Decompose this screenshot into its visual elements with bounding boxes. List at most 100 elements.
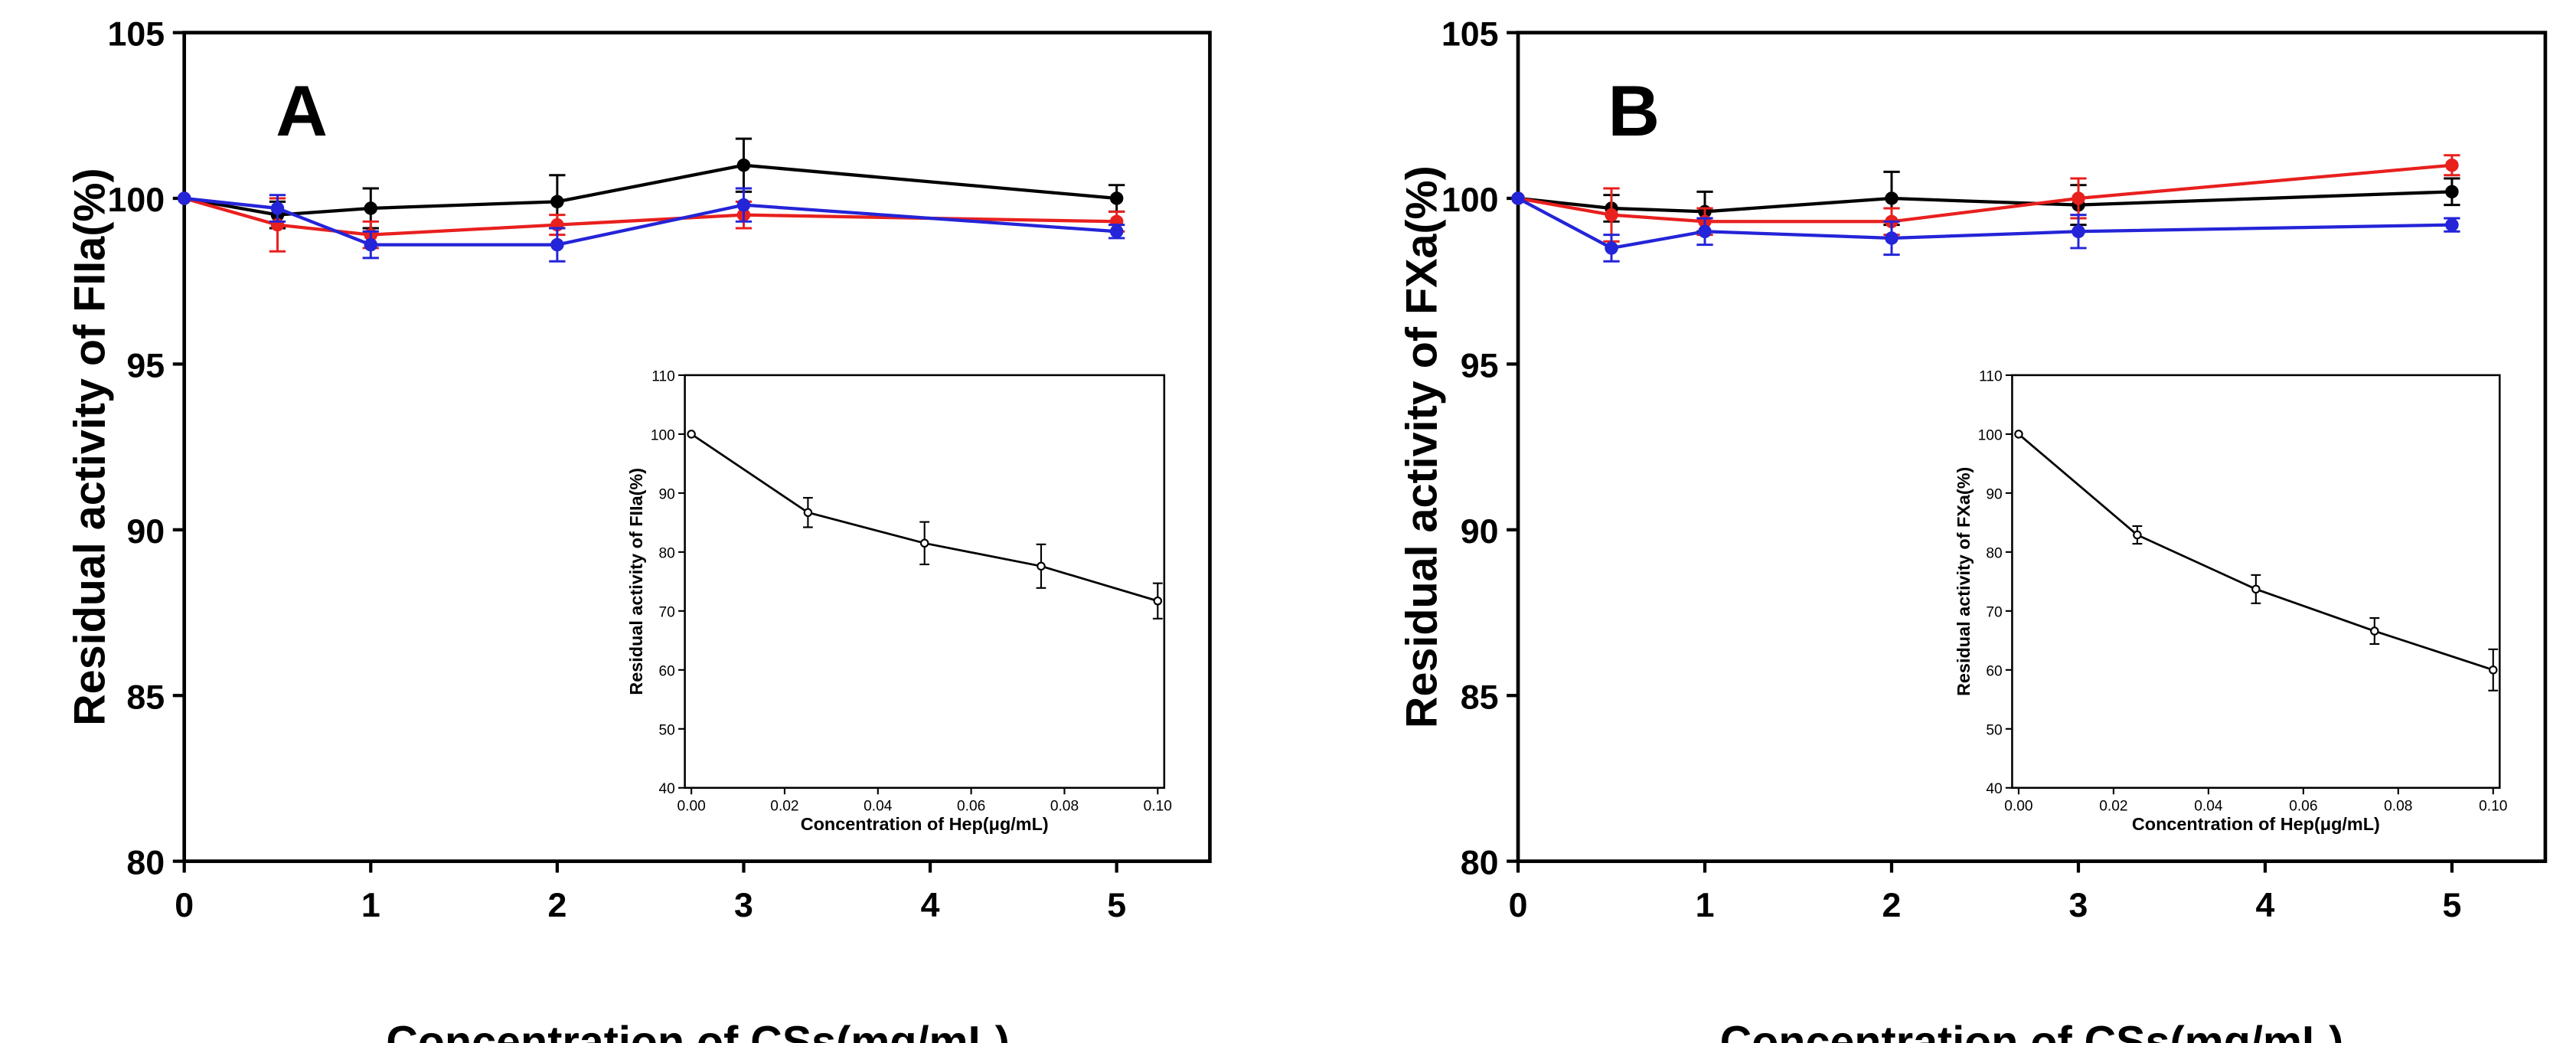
inset-chart: 40 50 60 70 80 90 100 110 0.00 0.02 0.04 0.06 0.08 0.… [1954,368,2507,834]
x-tick-label: 1 [361,887,380,924]
inset-data-point [1037,561,1046,571]
data-point [270,201,285,215]
data-point [1109,191,1124,205]
data-point [736,198,751,212]
inset-y-tick-label: 100 [1978,427,2003,443]
inset-data-point [2251,584,2261,594]
inset-x-axis-label: Concentration of Hep(μg/mL) [801,814,1049,834]
x-tick-label: 5 [1107,887,1126,924]
inset-y-tick-label: 50 [659,722,675,738]
data-point [1885,231,1899,245]
y-tick-label: 100 [108,181,165,219]
data-point [550,195,564,209]
inset-y-tick-label: 90 [1986,486,2002,502]
x-tick-label: 3 [2069,887,2088,924]
x-tick-label: 0 [1509,887,1528,924]
inset-data-point [687,430,696,439]
x-axis-label: Concentration of CSs(mg/mL) [1720,1018,2344,1043]
inset-x-tick-label: 0.00 [2004,799,2032,815]
inset-x-tick-label: 0.10 [2479,799,2507,815]
data-point [550,237,564,252]
y-tick-label: 105 [1441,16,1499,54]
inset-data-point [2370,626,2379,636]
inset-x-tick-label: 0.10 [1144,799,1172,815]
inset-x-tick-label: 0.02 [770,799,798,815]
inset-x-axis-label: Concentration of Hep(μg/mL) [2132,814,2380,834]
data-point [177,191,191,205]
plot-frame [1516,31,2548,863]
inset-y-tick-label: 40 [1986,781,2002,797]
inset-data-point [1153,596,1163,606]
data-point [1605,241,1618,255]
y-tick-label: 105 [108,16,165,54]
inset-data-point [919,538,929,548]
x-tick-label: 4 [2256,887,2275,924]
plot-frame [182,31,1212,863]
inset-y-tick-label: 60 [1986,663,2002,679]
x-tick-label: 0 [175,887,194,924]
inset-data-point [2014,430,2023,439]
y-tick-label: 85 [1461,678,1499,716]
data-point [736,158,751,172]
y-axis-label: Residual activity of FXa(%) [1398,165,1447,728]
y-tick-label: 100 [1441,181,1499,219]
series-line-red [1517,163,2453,224]
inset-y-axis-label: Residual activity of FIIa(%) [626,468,646,695]
y-tick-label: 85 [126,678,165,716]
inset-x-tick-label: 0.06 [2289,799,2317,815]
data-point [364,201,378,215]
panel-b: 80 85 90 95 100 105 0 1 2 3 4 5 Concentration of CSs… [1398,16,2548,1043]
inset-y-tick-label: 100 [651,427,675,443]
data-point [1605,208,1618,222]
data-point [2072,191,2085,205]
inset-y-tick-label: 50 [1986,722,2002,738]
series-line-black [1517,190,2453,214]
y-axis-label: Residual activity of FIIa(%) [65,168,114,726]
inset-y-tick-label: 80 [659,545,675,561]
series-line-blue [184,196,1117,247]
data-point [1698,224,1712,239]
inset-data-point [2133,530,2142,540]
inset-y-tick-label: 80 [1986,545,2002,561]
series-line-blue [1517,197,2452,250]
x-tick-label: 2 [547,887,566,924]
x-tick-label: 4 [921,887,940,924]
data-point [1109,224,1124,239]
data-point [364,237,378,252]
y-tick-label: 90 [126,513,165,551]
inset-y-tick-label: 70 [659,604,675,620]
inset-y-tick-label: 110 [651,368,675,384]
inset-x-tick-label: 0.04 [2194,799,2223,815]
x-tick-label: 5 [2443,887,2462,924]
y-tick-label: 95 [1461,347,1499,384]
inset-chart: 40 50 60 70 80 90 100 110 0.00 0.02 0.04 0.06 0.08 0.… [626,368,1172,834]
inset-data-point [2489,665,2498,675]
inset-y-tick-label: 60 [659,663,675,679]
inset-x-tick-label: 0.04 [864,799,893,815]
inset-y-axis-label: Residual activity of FXa(%) [1954,467,1974,696]
inset-x-tick-label: 0.02 [2099,799,2127,815]
x-tick-label: 1 [1696,887,1715,924]
y-tick-label: 95 [126,347,165,384]
data-point [2445,185,2459,199]
inset-x-tick-label: 0.08 [1050,799,1079,815]
y-tick-label: 80 [126,845,165,882]
series-black [177,137,1125,230]
inset-x-tick-label: 0.06 [957,799,985,815]
panel-a: 80 85 90 95 100 105 0 1 2 3 4 5 Concentration of CSs… [65,16,1212,1043]
series-line-red [184,196,1117,237]
inset-y-tick-label: 90 [659,486,675,502]
panel-label: A [276,70,328,151]
inset-y-tick-label: 110 [1979,368,2003,384]
data-point [2445,217,2459,232]
data-point [2072,224,2085,239]
y-tick-label: 90 [1461,513,1499,551]
inset-y-tick-label: 70 [1986,604,2002,620]
x-tick-label: 3 [734,887,753,924]
series-line-black [184,163,1117,217]
data-point [2445,158,2459,172]
series-blue [177,187,1125,263]
series-blue [1511,191,2460,263]
